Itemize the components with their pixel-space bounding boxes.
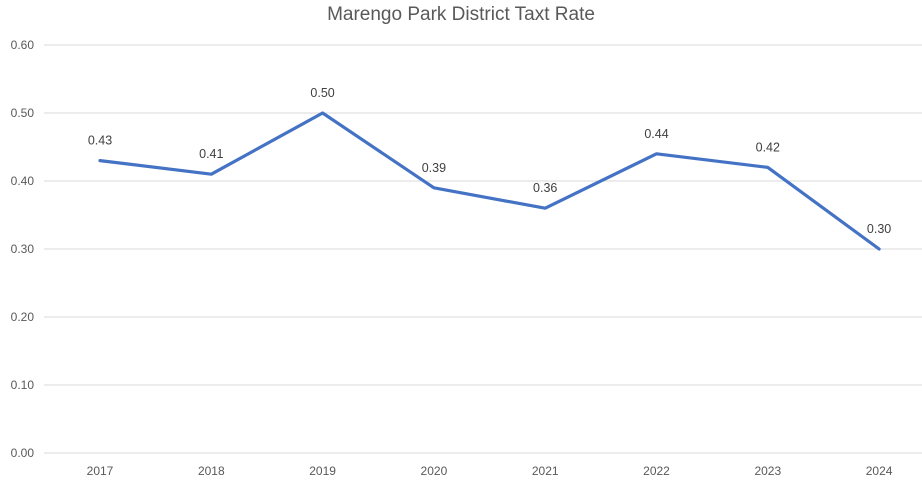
y-tick-label: 0.40 xyxy=(11,174,35,188)
y-tick-label: 0.30 xyxy=(11,242,35,256)
x-tick-label: 2020 xyxy=(421,464,448,478)
y-tick-label: 0.00 xyxy=(11,446,35,460)
data-label: 0.41 xyxy=(199,147,223,161)
x-tick-label: 2024 xyxy=(866,464,893,478)
data-label: 0.44 xyxy=(644,127,668,141)
series-line xyxy=(98,111,881,251)
y-tick-label: 0.20 xyxy=(11,310,35,324)
data-label: 0.42 xyxy=(756,140,780,154)
x-tick-label: 2022 xyxy=(643,464,670,478)
chart-title: Marengo Park District Taxt Rate xyxy=(327,4,595,25)
x-tick-label: 2023 xyxy=(754,464,781,478)
data-label: 0.50 xyxy=(310,86,334,100)
x-tick-label: 2019 xyxy=(309,464,336,478)
data-label: 0.36 xyxy=(533,181,557,195)
data-label: 0.43 xyxy=(88,134,112,148)
y-tick-label: 0.60 xyxy=(11,38,35,52)
data-label: 0.30 xyxy=(867,222,891,236)
x-tick-label: 2017 xyxy=(87,464,114,478)
x-tick-label: 2021 xyxy=(532,464,559,478)
x-tick-label: 2018 xyxy=(198,464,225,478)
y-tick-label: 0.10 xyxy=(11,378,35,392)
data-label: 0.39 xyxy=(422,161,446,175)
y-tick-label: 0.50 xyxy=(11,106,35,120)
